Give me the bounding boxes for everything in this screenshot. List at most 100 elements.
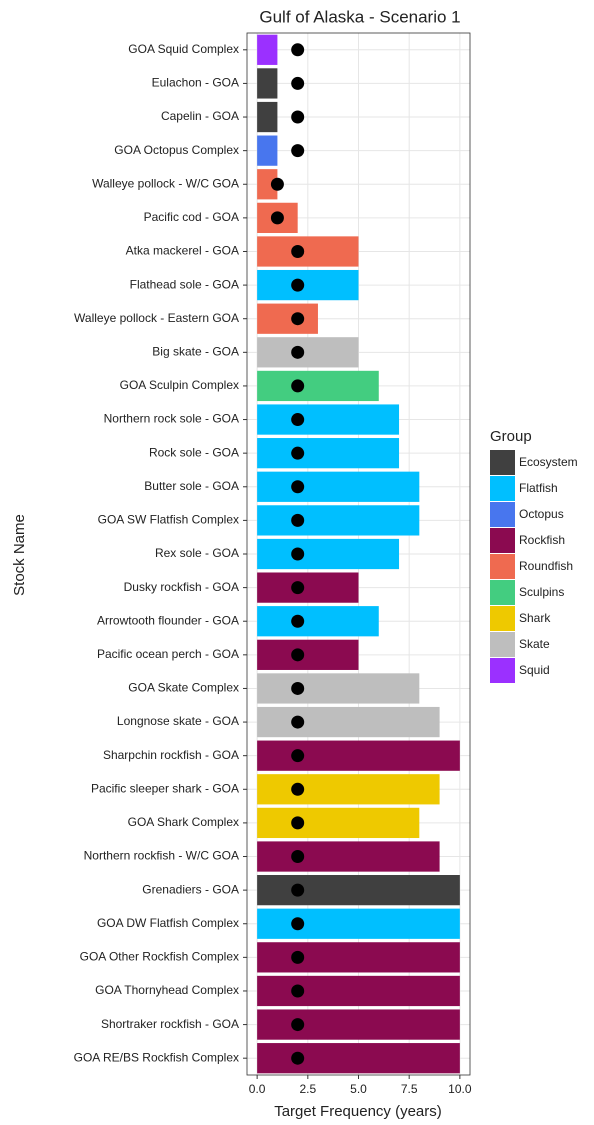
dot bbox=[291, 480, 305, 494]
bar bbox=[257, 169, 278, 200]
y-tick-label: GOA RE/BS Rockfish Complex bbox=[74, 1050, 239, 1064]
y-tick-label: GOA Other Rockfish Complex bbox=[80, 950, 239, 964]
dot bbox=[291, 379, 305, 393]
bar bbox=[257, 269, 359, 301]
dot bbox=[291, 816, 305, 830]
x-tick-label: 0.0 bbox=[249, 1082, 266, 1096]
y-tick-label: Rex sole - GOA bbox=[155, 546, 239, 560]
y-tick-label: GOA Skate Complex bbox=[128, 681, 239, 695]
dot bbox=[291, 312, 305, 326]
legend-key bbox=[490, 658, 515, 683]
dot bbox=[291, 917, 305, 931]
y-tick-label: Big skate - GOA bbox=[152, 344, 239, 358]
y-tick-label: Capelin - GOA bbox=[161, 109, 239, 123]
bar bbox=[257, 68, 278, 99]
y-tick-label: GOA Squid Complex bbox=[128, 42, 239, 56]
y-tick-label: GOA SW Flatfish Complex bbox=[98, 513, 239, 527]
bar bbox=[257, 1009, 460, 1040]
dot bbox=[291, 648, 305, 662]
dot bbox=[291, 1051, 305, 1065]
plot-border bbox=[246, 32, 471, 1076]
dot bbox=[291, 614, 305, 628]
y-tick-label: Eulachon - GOA bbox=[152, 76, 239, 90]
y-tick-label: Northern rock sole - GOA bbox=[104, 412, 239, 426]
legend-label: Ecosystem bbox=[519, 455, 578, 469]
bar bbox=[257, 774, 440, 805]
y-tick-label: Butter sole - GOA bbox=[144, 479, 239, 493]
y-tick-label: GOA Sculpin Complex bbox=[120, 378, 239, 392]
dot bbox=[291, 984, 305, 998]
dot bbox=[291, 1018, 305, 1032]
bar bbox=[257, 706, 440, 738]
y-tick-label: Rock sole - GOA bbox=[149, 445, 239, 459]
legend-title: Group bbox=[490, 428, 532, 445]
dot bbox=[291, 782, 305, 796]
dot bbox=[291, 513, 305, 527]
bar bbox=[257, 438, 400, 469]
dot bbox=[291, 345, 305, 359]
legend-key bbox=[490, 606, 515, 631]
bar bbox=[257, 34, 278, 65]
y-tick-label: GOA Thornyhead Complex bbox=[95, 983, 239, 997]
bar bbox=[257, 606, 379, 637]
dot bbox=[291, 749, 305, 763]
bar bbox=[257, 404, 400, 435]
dot bbox=[291, 581, 305, 595]
dot bbox=[291, 244, 305, 258]
legend-label: Shark bbox=[519, 611, 551, 625]
y-tick-label: Arrowtooth flounder - GOA bbox=[97, 613, 239, 627]
dot bbox=[291, 278, 305, 292]
legend-key bbox=[490, 632, 515, 657]
bar bbox=[257, 572, 359, 603]
bar bbox=[257, 975, 460, 1007]
legend-key bbox=[490, 450, 515, 475]
x-tick-label: 10.0 bbox=[448, 1082, 472, 1096]
y-tick-label: Northern rockfish - W/C GOA bbox=[84, 849, 239, 863]
x-tick-label: 7.5 bbox=[401, 1082, 418, 1096]
x-tick-label: 2.5 bbox=[299, 1082, 316, 1096]
chart-title: Gulf of Alaska - Scenario 1 bbox=[259, 7, 460, 26]
bar bbox=[257, 942, 460, 973]
legend-label: Roundfish bbox=[519, 559, 573, 573]
legend-key bbox=[490, 554, 515, 579]
y-tick-label: Pacific cod - GOA bbox=[144, 210, 239, 224]
y-tick-label: GOA Shark Complex bbox=[128, 815, 239, 829]
bar bbox=[257, 236, 359, 267]
dot bbox=[291, 446, 305, 460]
dot bbox=[291, 413, 305, 427]
legend-key bbox=[490, 580, 515, 605]
bar bbox=[257, 639, 359, 670]
y-tick-label: Grenadiers - GOA bbox=[142, 882, 239, 896]
y-tick-label: Atka mackerel - GOA bbox=[126, 244, 239, 258]
dot bbox=[291, 43, 305, 57]
y-tick-label: Walleye pollock - W/C GOA bbox=[92, 176, 239, 190]
dot bbox=[291, 76, 305, 90]
y-tick-label: Pacific ocean perch - GOA bbox=[97, 647, 239, 661]
dot bbox=[291, 681, 305, 695]
bar bbox=[257, 471, 420, 502]
legend-label: Octopus bbox=[519, 507, 564, 521]
bar bbox=[257, 505, 420, 536]
bar bbox=[257, 370, 379, 402]
dot bbox=[291, 110, 305, 124]
y-tick-label: Flathead sole - GOA bbox=[130, 277, 239, 291]
x-axis-title: Target Frequency (years) bbox=[274, 1103, 442, 1120]
x-tick-label: 5.0 bbox=[350, 1082, 367, 1096]
y-tick-label: Longnose skate - GOA bbox=[117, 714, 239, 728]
y-tick-label: GOA DW Flatfish Complex bbox=[97, 916, 239, 930]
legend-key bbox=[490, 502, 515, 527]
dot bbox=[291, 883, 305, 897]
bar bbox=[257, 908, 460, 939]
dot bbox=[291, 144, 305, 158]
dot bbox=[270, 177, 284, 191]
dot bbox=[291, 950, 305, 964]
y-tick-label: Sharpchin rockfish - GOA bbox=[103, 748, 239, 762]
y-tick-label: Shortraker rockfish - GOA bbox=[101, 1017, 239, 1031]
dot bbox=[270, 211, 284, 225]
y-axis-title: Stock Name bbox=[11, 514, 28, 596]
legend-label: Rockfish bbox=[519, 533, 565, 547]
bar bbox=[257, 875, 460, 906]
bar bbox=[257, 841, 440, 872]
bar bbox=[257, 1043, 460, 1074]
